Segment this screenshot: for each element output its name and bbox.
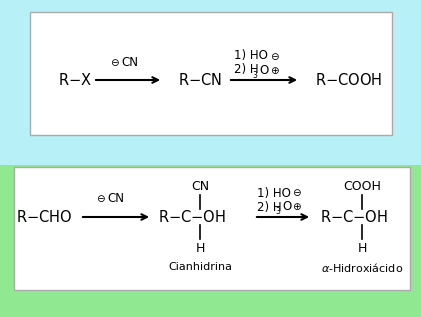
Bar	[0, 0, 421, 165]
Bar	[14, 167, 410, 290]
Text: H: H	[195, 243, 205, 256]
Text: R$-$CHO: R$-$CHO	[16, 209, 72, 225]
Text: O: O	[259, 63, 268, 76]
Text: 1) HO: 1) HO	[234, 49, 268, 62]
Text: O: O	[282, 200, 291, 214]
Text: 3: 3	[252, 70, 257, 80]
Text: $\alpha$-Hidroxiácido: $\alpha$-Hidroxiácido	[321, 261, 403, 274]
Text: H: H	[357, 243, 367, 256]
Text: $\ominus$: $\ominus$	[96, 193, 106, 204]
Bar	[30, 12, 392, 135]
Text: 3: 3	[275, 208, 280, 217]
Text: $\ominus$: $\ominus$	[110, 56, 120, 68]
Text: 2) H: 2) H	[257, 200, 282, 214]
Text: 2) H: 2) H	[234, 63, 258, 76]
Text: $\ominus$: $\ominus$	[270, 50, 280, 61]
Text: $\ominus$: $\ominus$	[292, 187, 302, 198]
Text: CN: CN	[191, 180, 209, 193]
Text: R$-$X: R$-$X	[58, 72, 92, 88]
Text: CN: CN	[107, 192, 124, 205]
Text: R$-$CN: R$-$CN	[178, 72, 222, 88]
Text: R$-$C$-$OH: R$-$C$-$OH	[158, 209, 226, 225]
Text: R$-$COOH: R$-$COOH	[315, 72, 382, 88]
Text: COOH: COOH	[343, 180, 381, 193]
Text: CN: CN	[121, 55, 138, 68]
Text: R$-$C$-$OH: R$-$C$-$OH	[320, 209, 388, 225]
Text: 1) HO: 1) HO	[257, 186, 291, 199]
Bar	[0, 165, 421, 317]
Text: $\oplus$: $\oplus$	[270, 64, 280, 75]
Text: $\oplus$: $\oplus$	[292, 202, 302, 212]
Text: Cianhidrina: Cianhidrina	[168, 262, 232, 272]
